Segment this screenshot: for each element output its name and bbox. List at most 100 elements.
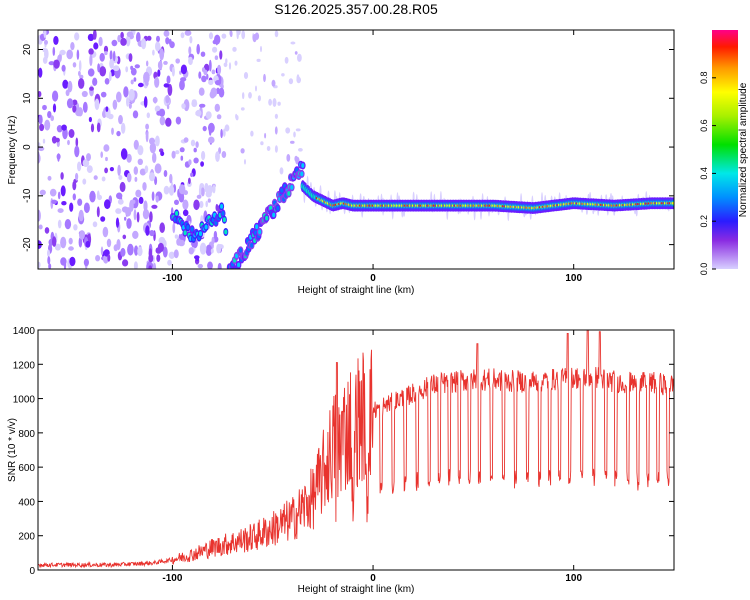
noise-blob	[190, 172, 194, 177]
noise-blob	[277, 101, 281, 106]
noise-blob	[79, 74, 84, 79]
noise-blob	[207, 261, 213, 269]
noise-blob	[151, 191, 155, 201]
noise-blob	[208, 136, 215, 144]
noise-blob	[145, 225, 150, 236]
noise-blob	[83, 258, 89, 267]
noise-blob	[296, 74, 300, 83]
noise-blob	[180, 32, 185, 39]
noise-blob	[155, 135, 160, 147]
noise-blob	[142, 182, 147, 191]
noise-blob	[81, 90, 88, 98]
noise-blob	[163, 170, 168, 177]
noise-blob	[146, 35, 152, 41]
noise-blob	[201, 75, 207, 83]
noise-blob	[72, 62, 77, 68]
spectrogram-ytick-label: 10	[22, 92, 33, 104]
noise-blob	[88, 116, 92, 123]
noise-blob	[113, 65, 120, 72]
noise-blob	[134, 245, 139, 256]
noise-blob	[248, 92, 252, 99]
noise-blob	[72, 105, 77, 113]
noise-blob	[200, 161, 205, 167]
noise-blob	[87, 68, 95, 77]
noise-blob	[42, 138, 46, 144]
noise-blob	[217, 64, 222, 75]
noise-blob	[120, 247, 126, 257]
noise-blob	[75, 137, 79, 148]
noise-blob	[54, 243, 61, 251]
noise-blob	[183, 137, 189, 143]
noise-blob	[202, 125, 207, 132]
noise-blob	[215, 203, 219, 212]
noise-blob	[94, 98, 100, 111]
noise-blob	[83, 202, 90, 214]
noise-blob	[142, 208, 150, 220]
noise-blob	[42, 104, 47, 111]
noise-blob	[175, 116, 182, 125]
colorbar-tick-label: 0.8	[699, 72, 709, 85]
noise-blob	[274, 126, 278, 135]
noise-blob	[222, 128, 226, 137]
noise-blob	[221, 33, 227, 39]
noise-blob	[203, 69, 208, 76]
noise-blob	[48, 263, 52, 269]
noise-blob	[154, 163, 162, 174]
colorbar-label: Normalized spectral amplitude	[738, 82, 749, 217]
ridge-core	[250, 243, 254, 248]
noise-blob	[229, 30, 233, 37]
noise-blob	[107, 254, 111, 262]
noise-blob	[148, 265, 152, 269]
noise-blob	[195, 109, 202, 117]
noise-blob	[290, 140, 295, 144]
noise-blob	[216, 243, 222, 254]
noise-blob	[39, 123, 45, 132]
colorbar-tick-label: 0.0	[699, 263, 709, 276]
noise-blob	[95, 255, 101, 262]
noise-blob	[154, 176, 158, 186]
noise-blob	[180, 64, 187, 75]
noise-blob	[126, 97, 129, 107]
noise-blob	[82, 178, 87, 185]
noise-blob	[199, 103, 206, 108]
noise-blob	[290, 41, 296, 45]
noise-blob	[133, 209, 137, 221]
noise-blob	[165, 94, 170, 104]
noise-blob	[38, 261, 41, 269]
noise-blob	[89, 54, 93, 67]
noise-blob	[53, 59, 60, 69]
noise-blob	[42, 47, 47, 53]
ridge-core	[220, 204, 224, 209]
noise-blob	[116, 91, 122, 103]
noise-blob	[89, 86, 94, 91]
noise-blob	[240, 107, 245, 111]
noise-blob	[125, 66, 129, 73]
snr-xtick-label: 0	[370, 573, 376, 584]
noise-blob	[102, 226, 109, 238]
noise-blob	[152, 262, 157, 269]
noise-blob	[60, 185, 66, 197]
noise-blob	[65, 89, 70, 97]
noise-blob	[188, 56, 193, 66]
noise-blob	[93, 42, 99, 50]
noise-blob	[103, 254, 109, 264]
noise-blob	[51, 199, 57, 204]
noise-blob	[216, 114, 222, 120]
noise-blob	[61, 124, 67, 131]
noise-blob	[241, 30, 246, 40]
colorbar: 0.0 0.2 0.4 0.6 0.8 Normalized spectral ampl…	[699, 30, 749, 275]
noise-blob	[67, 139, 70, 146]
colorbar-tick-label: 0.6	[699, 119, 709, 132]
noise-blob	[188, 247, 194, 255]
noise-blob	[214, 55, 219, 60]
noise-blob	[100, 216, 106, 222]
noise-blob	[154, 76, 160, 88]
noise-blob	[49, 188, 57, 197]
noise-blob	[70, 42, 75, 51]
noise-blob	[159, 116, 166, 126]
noise-blob	[120, 148, 128, 160]
noise-blob	[42, 56, 48, 64]
noise-blob	[92, 221, 98, 228]
snr-ytick-label: 1400	[13, 326, 36, 337]
noise-blob	[146, 60, 149, 67]
